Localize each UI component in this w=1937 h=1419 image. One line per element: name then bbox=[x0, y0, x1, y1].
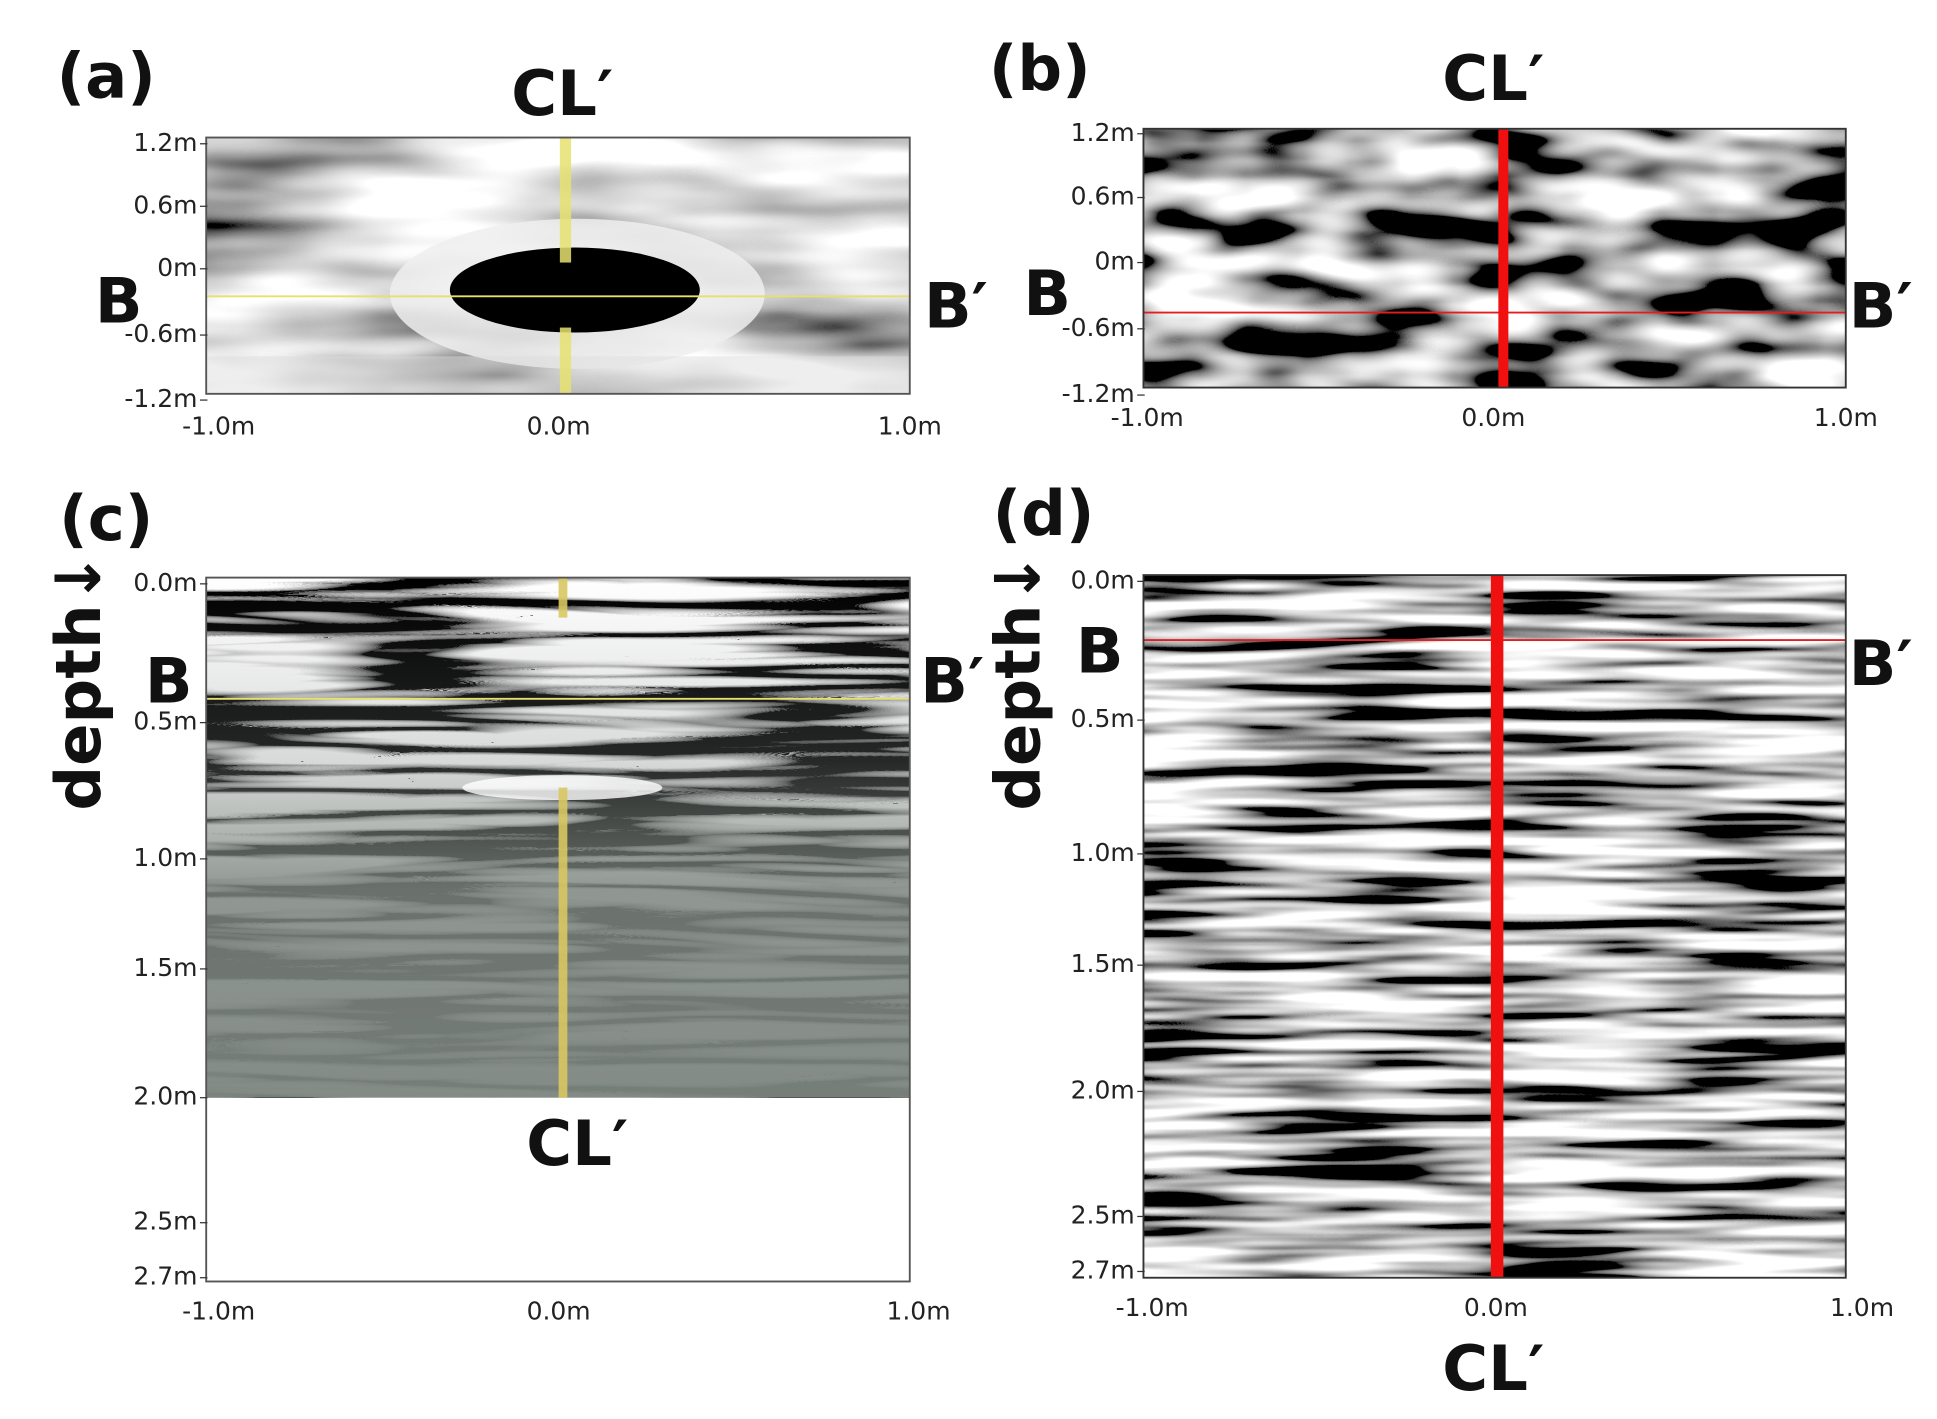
x-tick-label: 0.0m bbox=[527, 412, 591, 441]
y-tick-label: -0.6m bbox=[1062, 313, 1135, 342]
y-tick-label: 1.0m bbox=[133, 843, 197, 872]
y-tick-label: 0m bbox=[157, 253, 197, 282]
x-tick-label: 1.0m bbox=[1814, 403, 1878, 432]
image-d bbox=[1142, 574, 1847, 1279]
y-tick-label: -1.2m bbox=[124, 384, 197, 413]
y-tick-label: 1.2m bbox=[133, 128, 197, 157]
y-tick-label: 2.5m bbox=[133, 1207, 197, 1236]
image-a bbox=[205, 136, 911, 395]
y-tick-label: -1.2m bbox=[1062, 379, 1135, 408]
panel-label: (a) bbox=[57, 40, 156, 113]
y-tick-label: 0.5m bbox=[133, 707, 197, 736]
depth-title: depth↓ bbox=[42, 552, 115, 811]
image-b bbox=[1142, 127, 1847, 389]
cl-label: CL′ bbox=[1442, 1332, 1544, 1405]
y-tick-label: 1.0m bbox=[1071, 838, 1135, 867]
x-tick-label: -1.0m bbox=[1116, 1293, 1189, 1322]
y-tick-label: 0.0m bbox=[1071, 565, 1135, 594]
y-tick-label: 2.7m bbox=[1071, 1255, 1135, 1284]
image-c bbox=[205, 576, 911, 1283]
y-tick-label: 2.0m bbox=[1071, 1075, 1135, 1104]
y-tick-label: 2.0m bbox=[133, 1082, 197, 1111]
x-tick-label: -1.0m bbox=[1111, 403, 1184, 432]
y-tick-label: 0.6m bbox=[1071, 182, 1135, 211]
y-tick-label: 0.6m bbox=[133, 190, 197, 219]
y-tick-label: 1.5m bbox=[133, 953, 197, 982]
x-tick-label: 1.0m bbox=[886, 1297, 950, 1326]
cl-label: CL′ bbox=[511, 57, 613, 130]
b-prime-label: B′ bbox=[1849, 270, 1913, 343]
b-label: B bbox=[145, 645, 193, 718]
b-prime-label: B′ bbox=[924, 270, 988, 343]
b-prime-label: B′ bbox=[920, 645, 984, 718]
x-tick-label: 0.0m bbox=[527, 1297, 591, 1326]
x-tick-label: 1.0m bbox=[1830, 1293, 1894, 1322]
panel-label: (b) bbox=[989, 32, 1091, 105]
x-tick-label: 1.0m bbox=[878, 412, 942, 441]
b-prime-label: B′ bbox=[1849, 627, 1913, 700]
b-label: B bbox=[1023, 257, 1071, 330]
y-tick-label: 2.7m bbox=[133, 1262, 197, 1291]
y-tick-label: 1.2m bbox=[1071, 118, 1135, 147]
cl-label: CL′ bbox=[1442, 42, 1544, 115]
y-tick-label: 2.5m bbox=[1071, 1200, 1135, 1229]
y-tick-label: 0m bbox=[1094, 247, 1134, 276]
b-label: B bbox=[95, 265, 143, 338]
x-tick-label: -1.0m bbox=[182, 412, 255, 441]
x-tick-label: -1.0m bbox=[182, 1297, 255, 1326]
panel-label: (d) bbox=[993, 477, 1095, 550]
y-tick-label: -0.6m bbox=[124, 319, 197, 348]
y-tick-label: 1.5m bbox=[1071, 949, 1135, 978]
y-tick-label: 0.5m bbox=[1071, 704, 1135, 733]
panel-label: (c) bbox=[59, 482, 153, 555]
x-tick-label: 0.0m bbox=[1461, 403, 1525, 432]
x-tick-label: 0.0m bbox=[1464, 1293, 1528, 1322]
y-tick-label: 0.0m bbox=[133, 568, 197, 597]
depth-title: depth↓ bbox=[982, 552, 1055, 811]
b-label: B bbox=[1076, 615, 1124, 688]
cl-label: CL′ bbox=[526, 1107, 628, 1180]
